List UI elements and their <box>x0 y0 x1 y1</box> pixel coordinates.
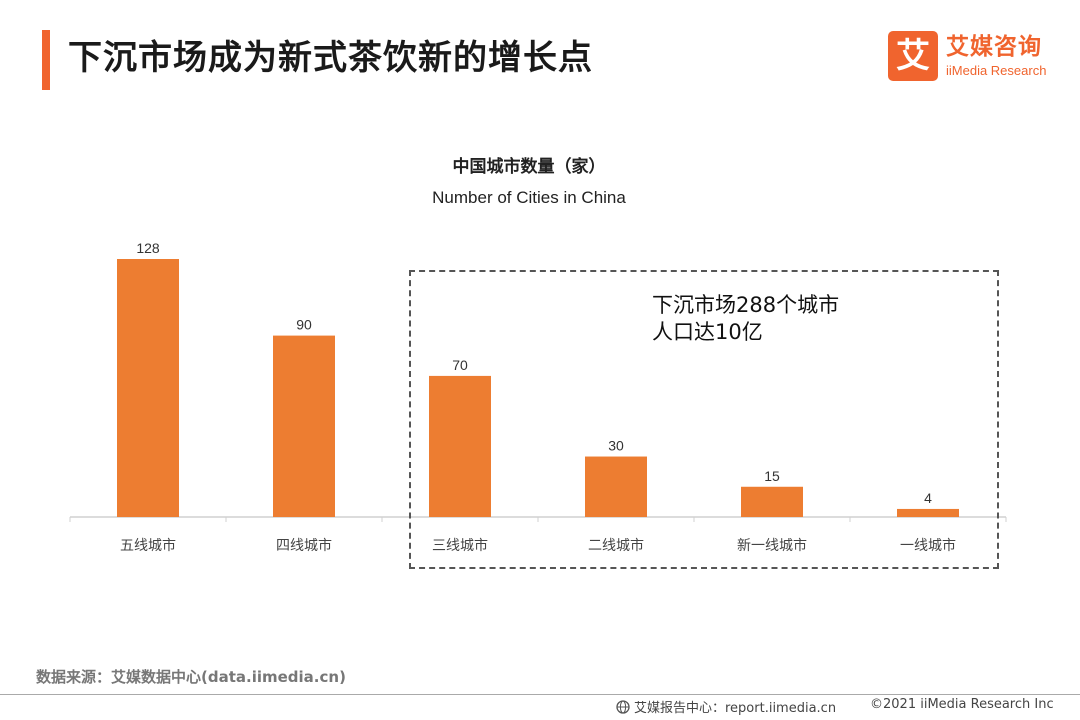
bar-3 <box>585 456 647 517</box>
globe-icon <box>616 699 630 714</box>
category-label-4: 新一线城市 <box>737 537 807 554</box>
data-label-5: 4 <box>924 490 932 506</box>
page-title: 下沉市场成为新式茶饮新的增长点 <box>68 38 593 78</box>
logo-name-en: iiMedia Research <box>946 63 1047 78</box>
bar-4 <box>741 486 803 517</box>
footer-copyright: ©2021 iiMedia Research Inc <box>870 697 1054 712</box>
chart-title: 中国城市数量（家） <box>452 157 606 177</box>
data-source: 数据来源：艾媒数据中心(data.iimedia.cn) <box>36 668 346 686</box>
category-label-2: 三线城市 <box>432 537 488 554</box>
data-label-1: 90 <box>296 317 312 333</box>
data-label-3: 30 <box>608 438 624 454</box>
annotation-line-2: 人口达10亿 <box>652 320 763 344</box>
iimedia-logo: 艾 艾媒咨询 iiMedia Research <box>888 31 1060 83</box>
logo-name-cn: 艾媒咨询 <box>946 34 1042 60</box>
data-label-2: 70 <box>452 357 468 373</box>
logo-mark: 艾 <box>888 31 938 81</box>
footer-report: 艾媒报告中心：report.iimedia.cn <box>616 697 836 716</box>
bar-2 <box>429 375 491 517</box>
data-label-0: 128 <box>136 240 160 256</box>
bar-0 <box>117 259 179 517</box>
bar-5 <box>897 508 959 517</box>
category-label-1: 四线城市 <box>276 537 332 554</box>
bar-1 <box>273 335 335 517</box>
annotation-line-1: 下沉市场288个城市 <box>652 293 840 317</box>
chart-subtitle: Number of Cities in China <box>432 188 626 207</box>
footer-report-text: 艾媒报告中心：report.iimedia.cn <box>634 701 837 716</box>
category-label-3: 二线城市 <box>588 537 644 554</box>
category-label-0: 五线城市 <box>120 537 176 554</box>
data-label-4: 15 <box>764 468 780 484</box>
title-accent-bar <box>42 30 50 90</box>
lower-tier-annotation: 下沉市场288个城市 人口达10亿 <box>652 292 839 346</box>
lower-tier-highlight-box <box>409 270 999 569</box>
footer-divider <box>0 694 1080 695</box>
category-label-5: 一线城市 <box>900 537 956 554</box>
